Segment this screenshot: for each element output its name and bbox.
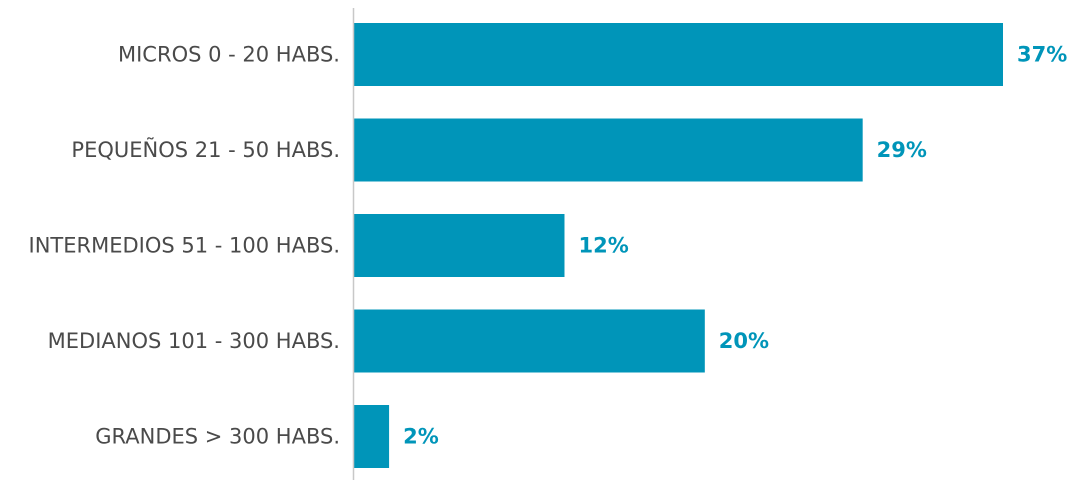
bar: [354, 214, 564, 277]
bar: [354, 119, 863, 182]
category-label: MEDIANOS 101 - 300 HABS.: [48, 329, 340, 353]
bars-group: [354, 23, 1003, 468]
value-label: 20%: [719, 329, 769, 353]
category-label: INTERMEDIOS 51 - 100 HABS.: [29, 234, 340, 258]
value-label: 2%: [403, 425, 439, 449]
category-label: MICROS 0 - 20 HABS.: [118, 43, 340, 67]
bar: [354, 23, 1003, 86]
bar: [354, 310, 705, 373]
category-label: PEQUEÑOS 21 - 50 HABS.: [71, 136, 340, 162]
category-label: GRANDES > 300 HABS.: [95, 425, 340, 449]
value-label: 37%: [1017, 43, 1067, 67]
value-label: 12%: [578, 234, 628, 258]
value-label: 29%: [877, 138, 927, 162]
category-labels-group: MICROS 0 - 20 HABS. PEQUEÑOS 21 - 50 HABS…: [29, 43, 340, 449]
bar: [354, 405, 389, 468]
